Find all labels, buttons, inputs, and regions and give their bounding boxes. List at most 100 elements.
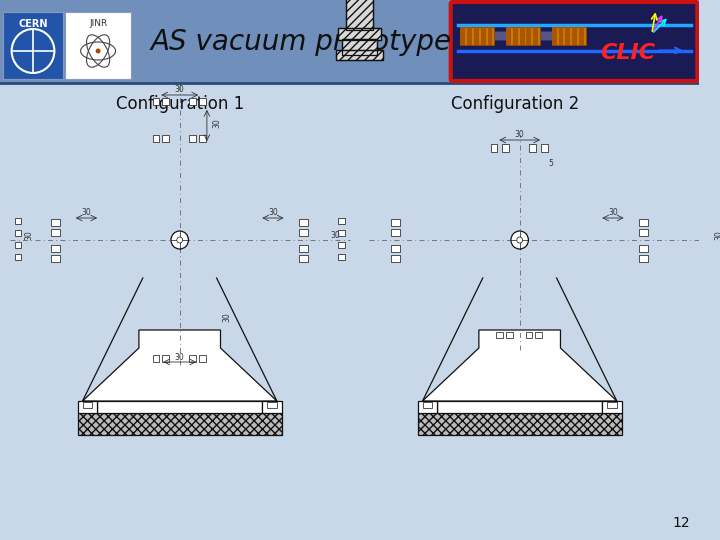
Bar	[392, 245, 400, 252]
Text: CERN: CERN	[18, 19, 48, 29]
Text: 5: 5	[549, 159, 554, 168]
Bar	[437, 401, 602, 413]
Circle shape	[171, 231, 189, 249]
Bar	[460, 26, 495, 45]
Bar	[534, 26, 538, 45]
Bar	[189, 135, 197, 142]
Bar	[199, 355, 206, 362]
Bar	[602, 401, 621, 413]
Bar	[559, 26, 563, 45]
Bar	[14, 254, 22, 260]
Text: Configuration 2: Configuration 2	[451, 95, 579, 113]
Bar	[65, 12, 131, 79]
Bar	[14, 242, 22, 248]
Text: Configuration 1: Configuration 1	[116, 95, 244, 113]
Bar	[14, 218, 22, 224]
Bar	[639, 229, 648, 236]
Bar	[490, 144, 498, 152]
Bar	[262, 401, 282, 413]
Bar	[392, 229, 400, 236]
Text: CLIC: CLIC	[600, 43, 655, 63]
Bar	[300, 245, 308, 252]
Bar	[392, 255, 400, 262]
Bar	[540, 31, 552, 40]
Bar	[267, 402, 276, 408]
Bar	[346, 0, 373, 30]
Bar	[460, 26, 465, 45]
Text: 30: 30	[212, 118, 222, 128]
Bar	[336, 50, 383, 60]
Text: 30: 30	[175, 353, 184, 362]
Bar	[97, 401, 262, 413]
Bar	[392, 219, 400, 226]
Bar	[346, 0, 373, 30]
Text: 30: 30	[175, 85, 184, 94]
Bar	[338, 28, 381, 40]
Bar	[338, 218, 345, 224]
Bar	[52, 229, 60, 236]
FancyBboxPatch shape	[451, 2, 698, 81]
Bar	[3, 12, 63, 79]
Bar	[506, 332, 513, 338]
Bar	[529, 144, 536, 152]
Bar	[710, 242, 717, 248]
Bar	[572, 26, 577, 45]
Bar	[639, 219, 648, 226]
Polygon shape	[83, 330, 276, 401]
Text: 12: 12	[672, 516, 690, 530]
Bar	[52, 255, 60, 262]
Bar	[496, 332, 503, 338]
Circle shape	[12, 29, 55, 73]
Bar	[565, 26, 570, 45]
Bar	[342, 39, 377, 55]
Polygon shape	[423, 330, 617, 401]
Bar	[526, 26, 531, 45]
Text: 30: 30	[714, 230, 720, 240]
Text: 30: 30	[608, 208, 618, 217]
Bar	[710, 218, 717, 224]
Bar	[467, 26, 472, 45]
Bar	[199, 135, 206, 142]
Bar	[153, 135, 159, 142]
Bar	[502, 144, 509, 152]
Bar	[506, 26, 540, 45]
Bar	[418, 401, 437, 413]
Bar	[418, 413, 621, 435]
Text: 30: 30	[24, 230, 34, 240]
Bar	[14, 230, 22, 236]
Bar	[153, 98, 159, 105]
Text: 30: 30	[515, 130, 525, 139]
Bar	[336, 50, 383, 60]
Bar	[535, 332, 542, 338]
Bar	[579, 26, 584, 45]
Bar	[338, 230, 345, 236]
Bar	[526, 332, 532, 338]
Bar	[300, 255, 308, 262]
Bar	[541, 144, 548, 152]
Bar	[52, 245, 60, 252]
Bar	[639, 245, 648, 252]
Bar	[162, 355, 169, 362]
Bar	[162, 135, 169, 142]
Bar	[300, 229, 308, 236]
Bar	[78, 401, 97, 413]
Bar	[481, 26, 486, 45]
Bar	[338, 242, 345, 248]
Bar	[495, 31, 506, 40]
Bar	[78, 413, 282, 435]
Bar	[52, 219, 60, 226]
Bar	[0, 0, 699, 83]
Text: 30: 30	[222, 312, 231, 322]
Bar	[423, 402, 432, 408]
Bar	[199, 98, 206, 105]
Text: 30: 30	[81, 208, 91, 217]
Text: JINR: JINR	[89, 18, 107, 28]
Bar	[552, 26, 586, 45]
Circle shape	[511, 231, 528, 249]
Bar	[513, 26, 518, 45]
Bar	[342, 39, 377, 55]
Bar	[189, 355, 197, 362]
Bar	[487, 26, 492, 45]
Bar	[300, 219, 308, 226]
Bar	[607, 402, 617, 408]
